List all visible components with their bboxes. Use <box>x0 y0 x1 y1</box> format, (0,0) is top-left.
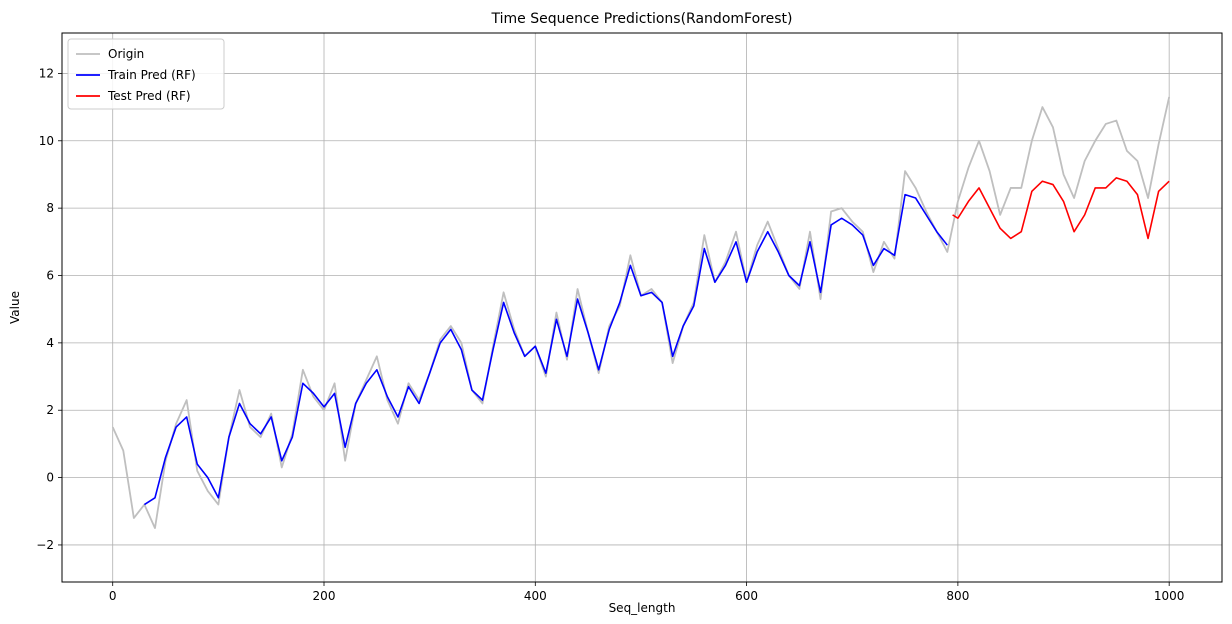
x-tick-label: 600 <box>735 589 758 603</box>
series-line-train-pred-rf <box>143 193 948 506</box>
x-tick-label: 1000 <box>1154 589 1185 603</box>
legend: Origin Train Pred (RF) Test Pred (RF) <box>67 38 225 110</box>
series-line-test-pred-rf <box>952 177 1170 240</box>
legend-label: Train Pred (RF) <box>107 68 196 82</box>
x-tick-label: 400 <box>524 589 547 603</box>
y-axis-label: Value <box>8 291 22 324</box>
y-tick-label: 6 <box>46 269 54 283</box>
x-tick-label: 800 <box>946 589 969 603</box>
y-tick-label: 4 <box>46 336 54 350</box>
y-tick-label: 12 <box>39 66 54 80</box>
plot-frame <box>61 32 1223 583</box>
series-line-origin <box>111 96 1171 530</box>
y-tick-label: 8 <box>46 201 54 215</box>
y-tick-label: 0 <box>46 471 54 485</box>
y-tick-label: 2 <box>46 403 54 417</box>
tick-layer: 0 200 400 600 800 1000 −2 0 2 4 6 8 10 12 <box>36 66 1184 603</box>
legend-label: Origin <box>108 47 144 61</box>
x-tick-label: 200 <box>313 589 336 603</box>
x-tick-label: 0 <box>109 589 117 603</box>
y-tick-label: −2 <box>36 538 54 552</box>
series-layer <box>111 96 1171 530</box>
legend-label: Test Pred (RF) <box>107 89 191 103</box>
grid-layer <box>62 33 1222 582</box>
y-tick-label: 10 <box>39 134 54 148</box>
x-axis-label: Seq_length <box>609 601 676 615</box>
chart-title: Time Sequence Predictions(RandomForest) <box>491 11 793 27</box>
legend-box <box>67 38 225 110</box>
